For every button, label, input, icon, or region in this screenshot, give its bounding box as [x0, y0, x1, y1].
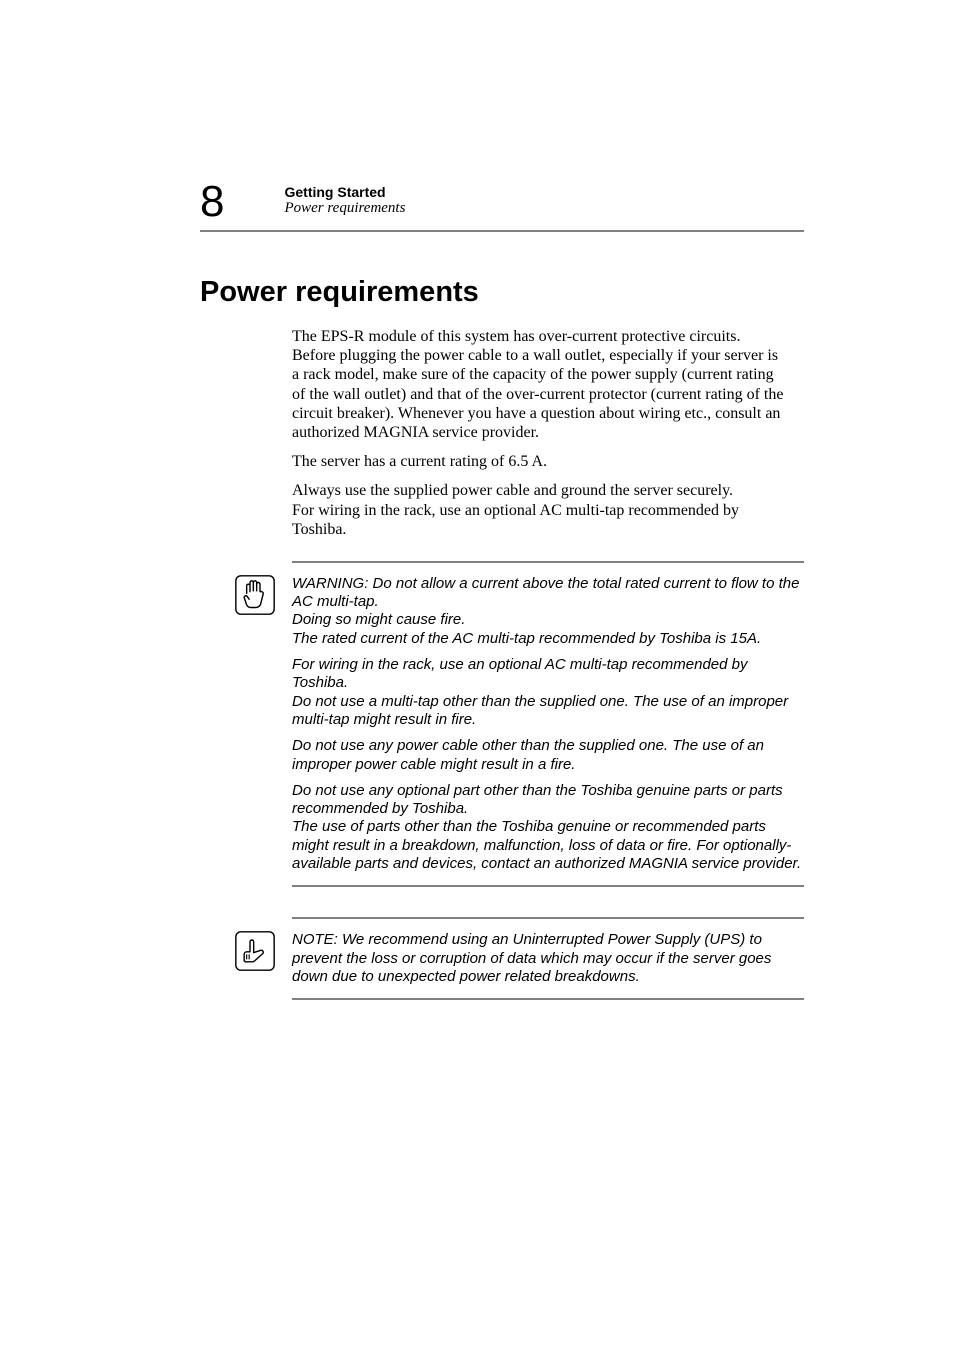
- body-para-2: The server has a current rating of 6.5 A…: [292, 452, 784, 471]
- warning-callout: WARNING: Do not allow a current above th…: [235, 561, 804, 887]
- warning-para-1: WARNING: Do not allow a current above th…: [292, 575, 804, 648]
- hand-stop-icon: [235, 575, 275, 615]
- note-bottom-rule: [292, 998, 804, 1000]
- page-number: 8: [200, 180, 224, 224]
- warning-para-4: Do not use any optional part other than …: [292, 782, 804, 873]
- warning-top-rule: [292, 561, 804, 563]
- warning-text: WARNING: Do not allow a current above th…: [292, 575, 804, 873]
- body-para-3: Always use the supplied power cable and …: [292, 481, 784, 539]
- note-para-1: NOTE: We recommend using an Uninterrupte…: [292, 931, 804, 986]
- note-text: NOTE: We recommend using an Uninterrupte…: [292, 931, 804, 986]
- note-icon-cell: [235, 931, 292, 986]
- header-text: Getting Started Power requirements: [284, 180, 405, 217]
- section-title: Power requirements: [200, 276, 804, 309]
- note-pointer-icon: [235, 931, 275, 971]
- warning-para-3: Do not use any power cable other than th…: [292, 737, 804, 774]
- body-content: The EPS-R module of this system has over…: [292, 327, 784, 539]
- warning-icon-cell: [235, 575, 292, 873]
- warning-para-2: For wiring in the rack, use an optional …: [292, 656, 804, 729]
- note-top-rule: [292, 917, 804, 919]
- chapter-label: Getting Started: [284, 184, 405, 200]
- note-callout: NOTE: We recommend using an Uninterrupte…: [235, 917, 804, 1000]
- body-para-1: The EPS-R module of this system has over…: [292, 327, 784, 442]
- header-rule: [200, 230, 804, 232]
- page-header: 8 Getting Started Power requirements: [200, 180, 804, 224]
- subchapter-label: Power requirements: [284, 200, 405, 217]
- warning-bottom-rule: [292, 885, 804, 887]
